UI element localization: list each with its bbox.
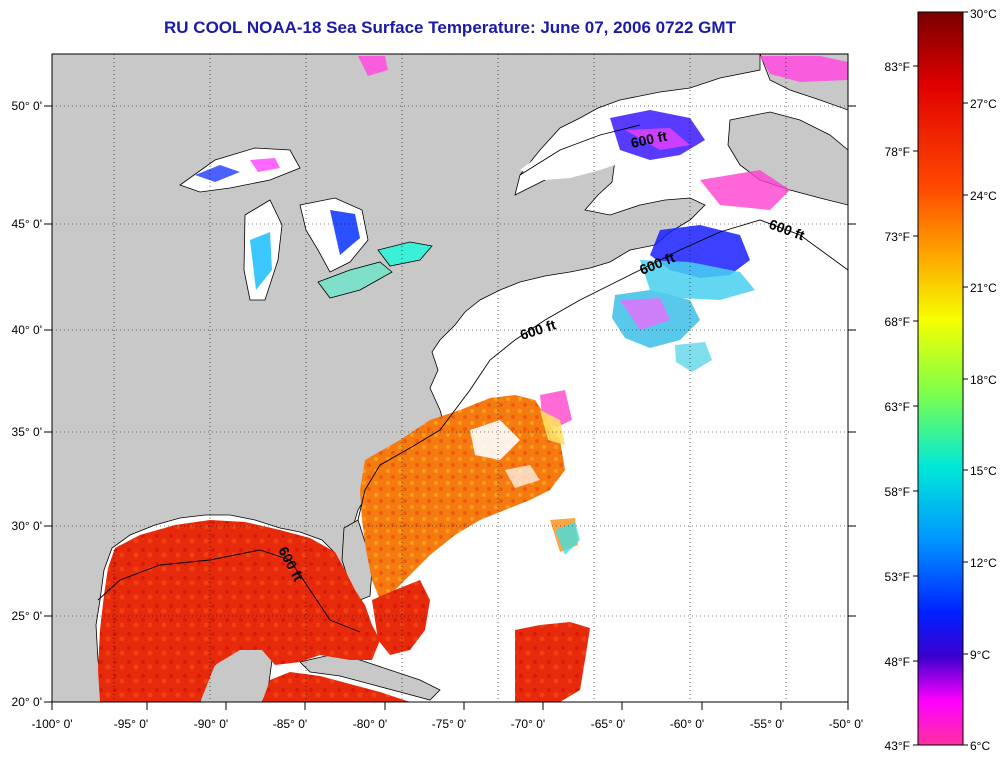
x-axis-labels: -100° 0' -95° 0' -90° 0' -85° 0' -80° 0'…	[31, 717, 863, 731]
colorbar: 30°C 27°C 24°C 21°C 18°C 15°C 12°C 9°C 6…	[885, 7, 998, 753]
map-frame	[51, 53, 849, 703]
land-north-america	[52, 54, 761, 702]
map-area: 600 ft 600 ft 600 ft 600 ft 600 ft	[52, 54, 848, 702]
colorbar-celsius-label: 12°C	[970, 556, 997, 570]
map-title: RU COOL NOAA-18 Sea Surface Temperature:…	[164, 18, 736, 37]
bahamas-warm	[372, 580, 430, 655]
x-tick-label: -50° 0'	[829, 717, 863, 731]
cold-water-north	[358, 56, 848, 428]
y-tick-label: 25° 0'	[12, 609, 42, 623]
colorbar-celsius-label: 21°C	[970, 281, 997, 295]
atlantic-warm-patch	[515, 622, 590, 702]
colorbar-fahrenheit-label: 78°F	[885, 145, 910, 159]
colorbar-celsius-label: 9°C	[970, 648, 990, 662]
land-newfoundland	[727, 111, 848, 206]
y-tick-label: 20° 0'	[12, 695, 42, 709]
contour-label-1: 600 ft	[629, 128, 668, 151]
colorbar-celsius-label: 15°C	[970, 464, 997, 478]
x-tick-label: -95° 0'	[114, 717, 148, 731]
caribbean-warm	[262, 672, 410, 702]
great-lakes	[179, 147, 433, 301]
colorbar-celsius-label: 18°C	[970, 373, 997, 387]
colorbar-fahrenheit-label: 53°F	[885, 570, 910, 584]
y-tick-label: 35° 0'	[12, 425, 42, 439]
x-tick-label: -80° 0'	[353, 717, 387, 731]
tick-marks	[44, 105, 856, 710]
x-tick-label: -100° 0'	[31, 717, 72, 731]
contour-600ft	[97, 124, 848, 633]
x-tick-label: -75° 0'	[432, 717, 466, 731]
colorbar-fahrenheit-label: 68°F	[885, 315, 910, 329]
colorbar-fahrenheit-label: 43°F	[885, 739, 910, 753]
y-tick-label: 40° 0'	[12, 323, 42, 337]
x-tick-label: -90° 0'	[194, 717, 228, 731]
colorbar-fahrenheit-label: 58°F	[885, 485, 910, 499]
y-tick-label: 50° 0'	[12, 99, 42, 113]
y-tick-label: 45° 0'	[12, 217, 42, 231]
x-tick-label: -60° 0'	[670, 717, 704, 731]
colorbar-gradient	[917, 11, 964, 746]
gulf-of-mexico-warm	[98, 520, 380, 702]
y-tick-label: 30° 0'	[12, 519, 42, 533]
colorbar-fahrenheit-label: 83°F	[885, 60, 910, 74]
x-tick-label: -55° 0'	[750, 717, 784, 731]
colorbar-celsius-label: 24°C	[970, 189, 997, 203]
y-axis-labels: 50° 0' 45° 0' 40° 0' 35° 0' 30° 0' 25° 0…	[12, 99, 42, 709]
x-tick-label: -85° 0'	[273, 717, 307, 731]
x-tick-label: -65° 0'	[591, 717, 625, 731]
colorbar-celsius-label: 30°C	[970, 7, 997, 21]
x-tick-label: -70° 0'	[511, 717, 545, 731]
colorbar-celsius-label: 6°C	[970, 739, 990, 753]
colorbar-fahrenheit-label: 73°F	[885, 230, 910, 244]
colorbar-fahrenheit-label: 63°F	[885, 400, 910, 414]
graticule	[52, 54, 848, 702]
colorbar-fahrenheit-label: 48°F	[885, 655, 910, 669]
colorbar-celsius-label: 27°C	[970, 97, 997, 111]
